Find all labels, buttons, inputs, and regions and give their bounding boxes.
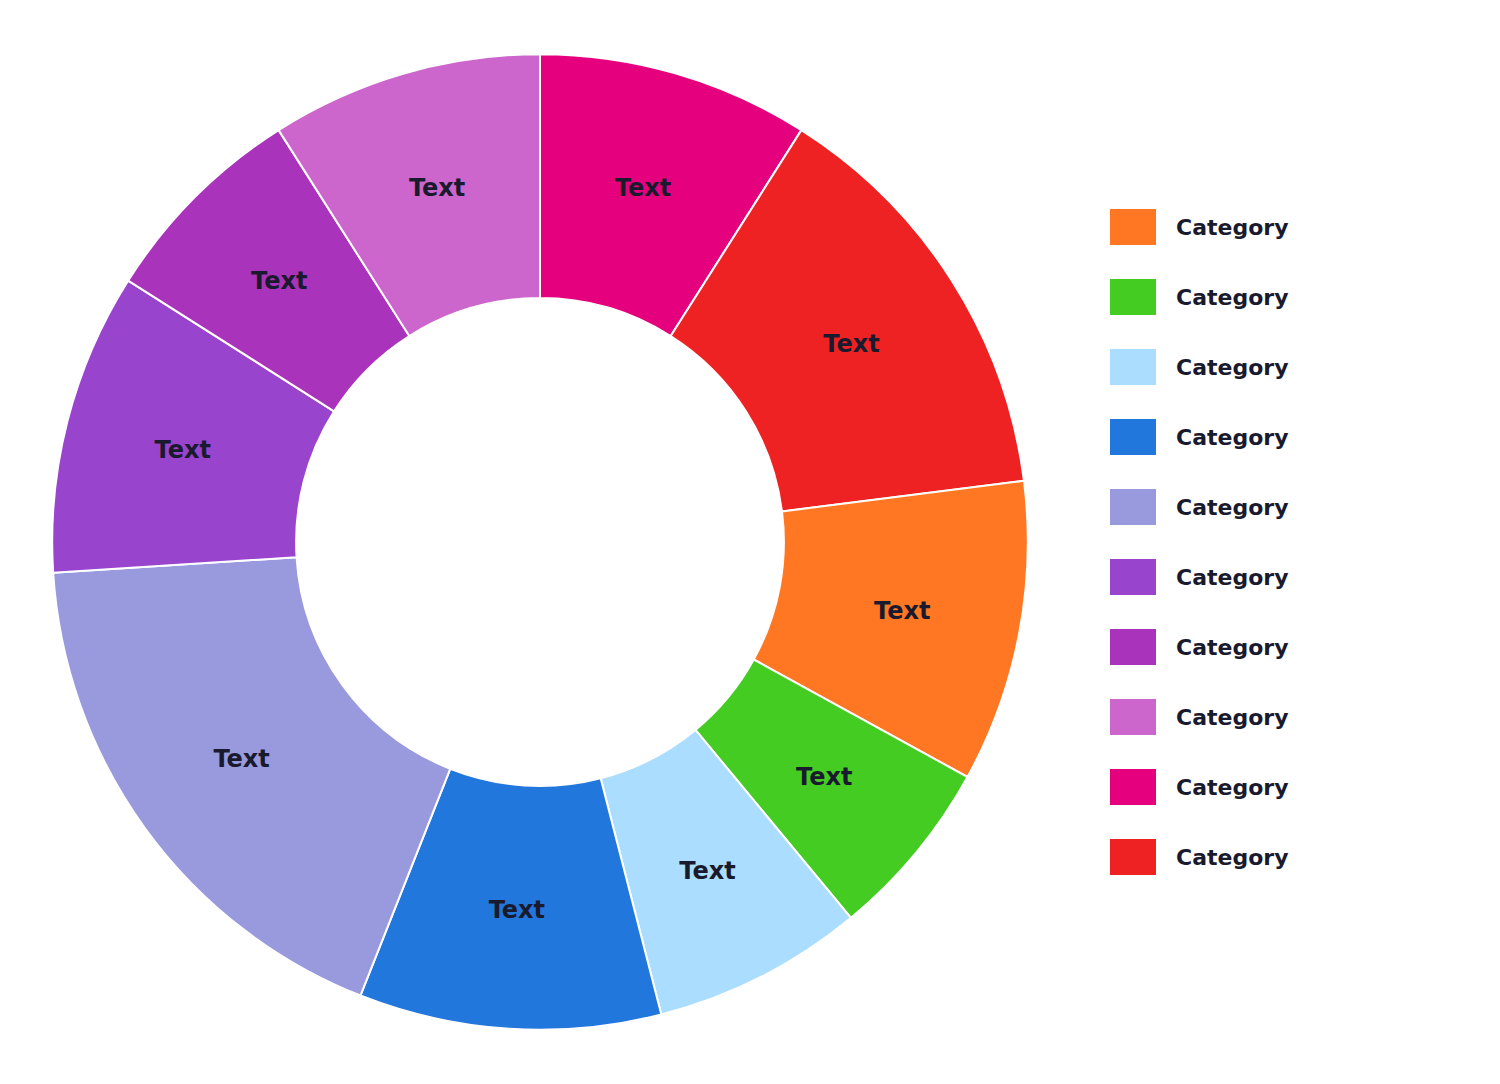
svg-text:Category: Category [1176, 355, 1288, 380]
svg-text:Text: Text [615, 174, 671, 202]
svg-text:Category: Category [1176, 495, 1288, 520]
svg-text:Category: Category [1176, 215, 1288, 240]
svg-text:Text: Text [796, 763, 852, 791]
svg-text:Category: Category [1176, 285, 1288, 310]
svg-text:Category: Category [1176, 565, 1288, 590]
svg-text:Text: Text [409, 174, 465, 202]
svg-text:Text: Text [679, 857, 735, 885]
svg-text:Text: Text [251, 267, 307, 295]
svg-text:Text: Text [213, 745, 269, 773]
svg-text:Category: Category [1176, 635, 1288, 660]
svg-text:Text: Text [823, 330, 879, 358]
svg-text:Category: Category [1176, 775, 1288, 800]
svg-text:Category: Category [1176, 705, 1288, 730]
svg-text:Category: Category [1176, 845, 1288, 870]
svg-text:Text: Text [874, 597, 930, 625]
svg-text:Text: Text [155, 436, 211, 464]
svg-text:Text: Text [489, 896, 545, 924]
svg-text:Category: Category [1176, 425, 1288, 450]
